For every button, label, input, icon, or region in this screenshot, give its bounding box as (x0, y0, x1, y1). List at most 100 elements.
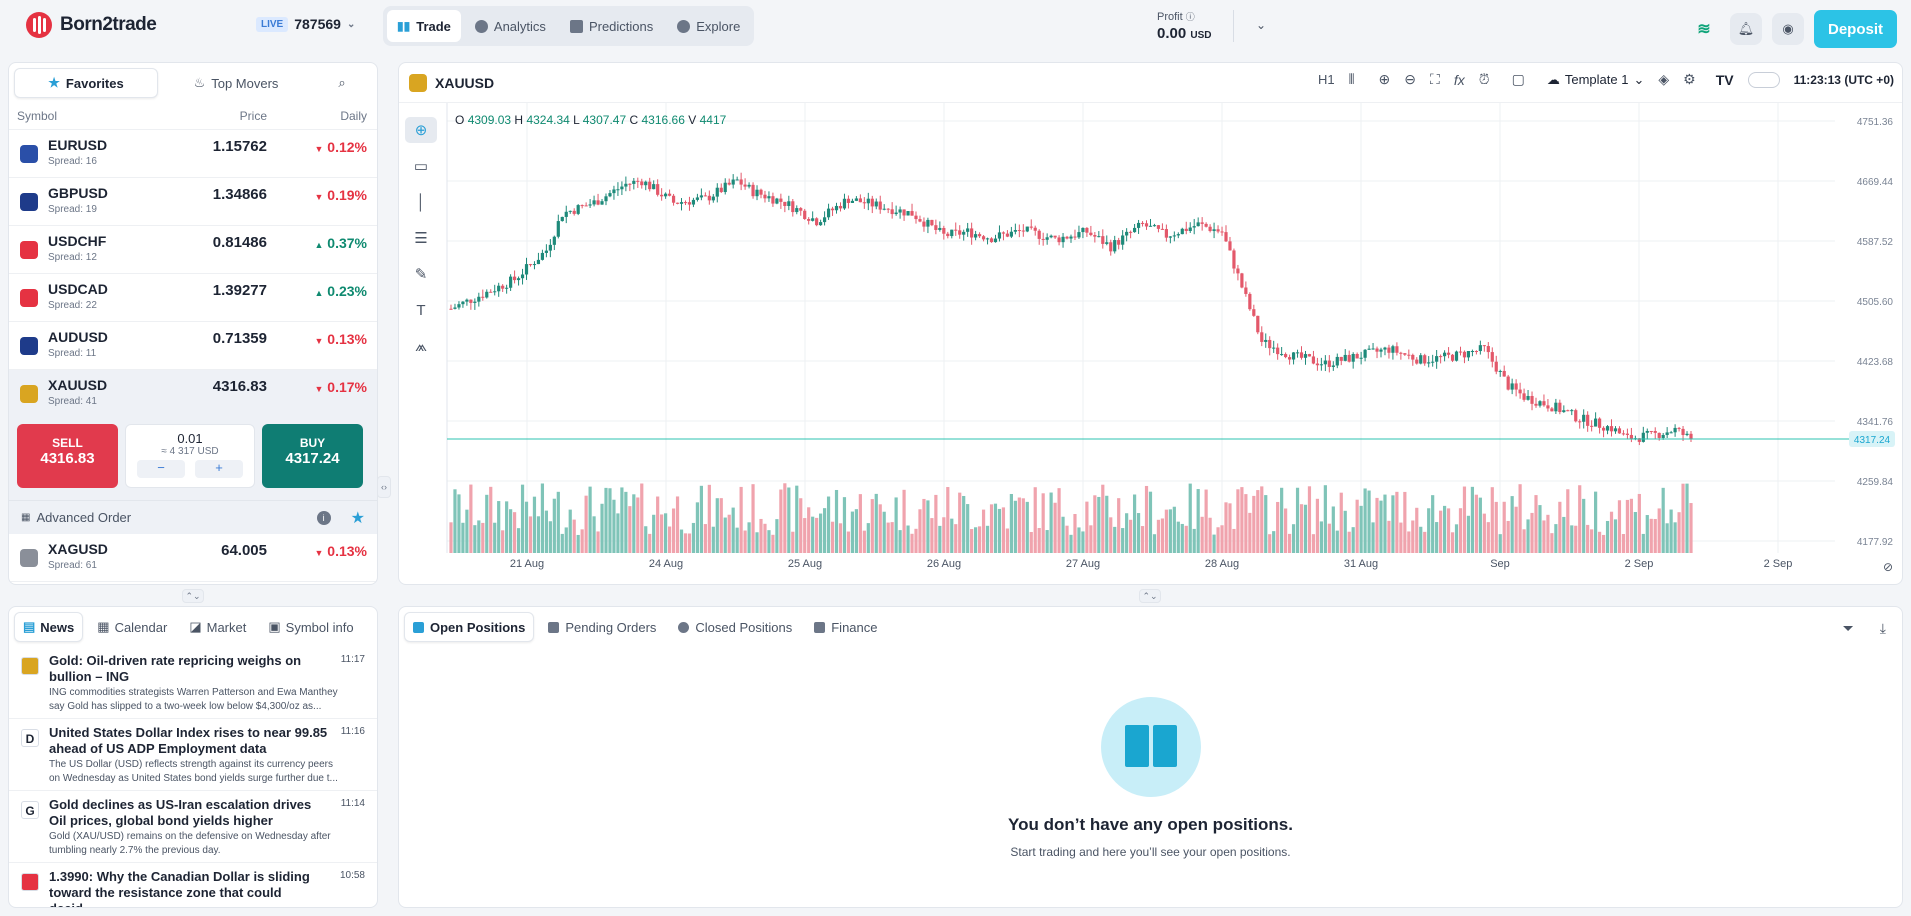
volume-bar (505, 501, 509, 553)
candle (687, 202, 692, 205)
tab-pending-orders[interactable]: Pending Orders (540, 612, 664, 642)
volume-bar (1109, 517, 1113, 553)
volume-bar (568, 509, 572, 553)
wallet-icon (814, 621, 826, 633)
tab-finance[interactable]: Finance (806, 612, 885, 642)
toggle-switch[interactable] (1747, 71, 1780, 88)
nav-predictions[interactable]: Predictions (560, 10, 663, 42)
alarm-icon[interactable]: ⏰︎ (1478, 71, 1490, 87)
news-item[interactable]: Gold: Oil-driven rate repricing weighs o… (9, 647, 377, 719)
chart-symbol[interactable]: XAUUSD (435, 74, 495, 91)
chevron-down-icon[interactable]: ⌄ (1256, 18, 1267, 32)
crosshair-icon[interactable]: ⊕ (405, 117, 437, 143)
text-icon[interactable]: T (416, 301, 426, 319)
volume-bar (612, 499, 616, 553)
market-icon: ◪ (189, 619, 202, 634)
nav-trade[interactable]: ▮▮ Trade (387, 10, 461, 42)
volume-bar (604, 487, 608, 553)
zoom-in-icon[interactable]: ⊕ (1378, 71, 1391, 87)
bell-icon[interactable]: 🔔︎ (1730, 13, 1762, 45)
ruler-icon[interactable]: ▭ (413, 158, 429, 175)
candle (1677, 427, 1681, 429)
volume-bar (977, 526, 982, 553)
tab-top-movers[interactable]: ♨ Top Movers (193, 75, 279, 91)
volume-bar (1331, 506, 1335, 553)
lot-size-input[interactable]: 0.01 (177, 431, 203, 446)
volume-bar (1578, 485, 1582, 553)
zoom-out-icon[interactable]: ⊖ (1404, 71, 1417, 87)
deposit-button[interactable]: Deposit (1814, 10, 1898, 48)
candle (520, 274, 525, 279)
buy-button[interactable]: BUY 4317.24 (262, 424, 363, 488)
volume-bar (751, 484, 755, 553)
watchlist-row[interactable]: USDCAD Spread: 22 1.39277 ▲ 0.23% (9, 274, 377, 322)
sell-button[interactable]: SELL 4316.83 (17, 424, 118, 488)
candle (671, 195, 676, 203)
candle (707, 195, 711, 201)
volume-bar (1653, 518, 1657, 553)
flag-icon (20, 193, 38, 211)
tab-calendar[interactable]: ▦ Calendar (97, 619, 168, 635)
watchlist-row[interactable]: AUDUSD Spread: 11 0.71359 ▼ 0.13% (9, 322, 377, 370)
tab-news[interactable]: ▤ News (14, 612, 84, 642)
nav-analytics[interactable]: Analytics (465, 10, 556, 42)
news-item[interactable]: 1.3990: Why the Canadian Dollar is slidi… (9, 863, 377, 907)
news-item[interactable]: G Gold declines as US-Iran escalation dr… (9, 791, 377, 863)
pencil-icon[interactable]: ✎ (414, 266, 428, 283)
volume-bar (719, 498, 723, 553)
info-icon[interactable]: i (316, 510, 331, 525)
search-icon[interactable]: ⌕ (338, 75, 346, 90)
star-icon[interactable]: ★ (350, 509, 365, 527)
volume-bar (1665, 523, 1669, 553)
nav-explore[interactable]: Explore (667, 10, 750, 42)
download-icon[interactable]: ⤓ (1879, 620, 1886, 636)
news-item[interactable]: D United States Dollar Index rises to ne… (9, 719, 377, 791)
watchlist-row[interactable]: USDCHF Spread: 12 0.81486 ▲ 0.37% (9, 226, 377, 274)
indicators-icon[interactable]: fx (1453, 71, 1465, 88)
tab-symbol-info[interactable]: ▣ Symbol info (268, 619, 354, 635)
advanced-order-bar[interactable]: ▦ Advanced Order i ★ (9, 500, 377, 534)
increase-lot-button[interactable]: + (195, 460, 243, 478)
candle (1037, 230, 1041, 239)
vertical-splitter[interactable]: ‹› (377, 476, 391, 498)
filter-icon[interactable]: ⏷ (1842, 620, 1854, 636)
account-selector[interactable]: LIVE 787569 ⌄ (256, 16, 355, 32)
ohlc-readout: O 4309.03 H 4324.34 L 4307.47 C 4316.66 … (455, 113, 727, 127)
horizontal-splitter-right[interactable]: ⌃⌄ (1139, 589, 1161, 603)
timeframe-selector[interactable]: H1 (1318, 72, 1335, 87)
chart-panel: XAUUSD H1 ⫴ ⊕ ⊖ ⛶ fx ⏰︎ ▢ ☁ Template 1 ⌄ ◈… (398, 62, 1903, 585)
candle (493, 291, 497, 293)
volume-bar (1375, 497, 1379, 553)
watchlist-row[interactable]: GBPUSD Spread: 19 1.34866 ▼ 0.19% (9, 178, 377, 226)
tab-market[interactable]: ◪ Market (189, 619, 247, 635)
fullscreen-icon[interactable]: ⛶ (1430, 71, 1440, 87)
layout-icon[interactable]: ▢ (1511, 71, 1525, 87)
tab-closed-positions[interactable]: Closed Positions (670, 612, 800, 642)
candle (489, 291, 493, 293)
chevron-down-icon: ⌄ (1633, 71, 1645, 87)
user-icon[interactable]: ◉ (1772, 13, 1804, 45)
volume-bar (1240, 487, 1244, 553)
settings-icon[interactable]: ⚙ (1683, 71, 1696, 87)
candle-type-icon[interactable]: ⫴ (1348, 71, 1355, 87)
layers-icon[interactable]: ◈ (1658, 71, 1670, 87)
volume-bar (1601, 534, 1606, 553)
price-chart[interactable]: 21 Aug 24 Aug 25 Aug 26 Aug 27 Aug 28 Aug 31 A… (399, 63, 1903, 585)
template-selector[interactable]: ☁ Template 1 ⌄ (1546, 71, 1645, 88)
horizontal-splitter-left[interactable]: ⌃⌄ (182, 589, 204, 603)
vertical-line-icon[interactable]: │ (416, 193, 426, 211)
volume-bar (1391, 495, 1395, 553)
pattern-icon[interactable]: ⩕ (415, 337, 427, 355)
watchlist-row[interactable]: XAUUSD Spread: 41 4316.83 ▼ 0.17% (9, 370, 377, 418)
tab-open-positions[interactable]: Open Positions (404, 612, 535, 642)
logo[interactable]: Born2trade (26, 12, 157, 38)
volume-bar (819, 513, 823, 553)
watchlist-row[interactable]: XAGUSD Spread: 61 64.005 ▼ 0.13% (9, 534, 377, 582)
tab-favorites[interactable]: ★ Favorites (14, 68, 158, 98)
watchlist-row[interactable]: EURUSD Spread: 16 1.15762 ▼ 0.12% (9, 130, 377, 178)
decrease-lot-button[interactable]: − (137, 460, 185, 478)
candle (902, 209, 906, 216)
horizontal-lines-icon[interactable]: ☰ (414, 230, 428, 247)
profit-summary[interactable]: Profit ⓘ 0.00 USD (1157, 10, 1212, 42)
volume-bar (1299, 504, 1304, 553)
